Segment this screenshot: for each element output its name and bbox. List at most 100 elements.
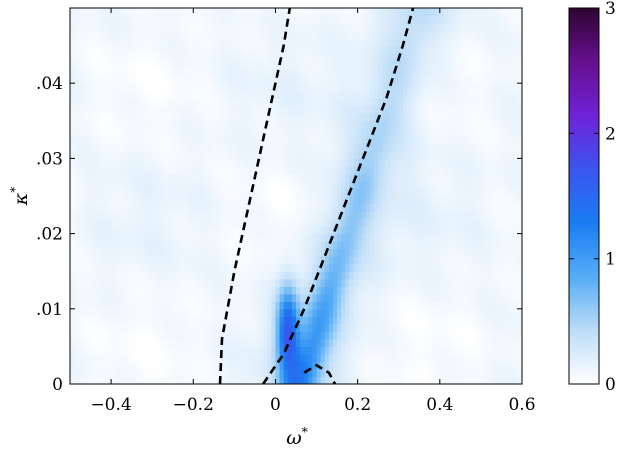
heatmap-cell — [406, 75, 412, 84]
heatmap-cell — [287, 128, 293, 137]
heatmap-cell — [106, 308, 112, 317]
heatmap-cell — [489, 233, 494, 242]
heatmap-cell — [70, 218, 75, 227]
heatmap-cell — [259, 60, 264, 69]
heatmap-cell — [234, 60, 240, 69]
heatmap-cell — [312, 308, 318, 317]
heatmap-cell — [312, 68, 318, 77]
heatmap-cell — [485, 338, 490, 347]
heatmap-cell — [148, 45, 153, 54]
heatmap-cell — [185, 211, 190, 220]
heatmap-cell — [271, 353, 277, 363]
heatmap-cell — [102, 346, 108, 355]
heatmap-cell — [332, 53, 338, 62]
heatmap-cell — [304, 263, 309, 272]
heatmap-cell — [250, 196, 256, 205]
heatmap-cell — [328, 180, 334, 190]
heatmap-cell — [180, 368, 186, 378]
heatmap-cell — [345, 233, 351, 242]
heatmap-cell — [345, 263, 351, 272]
heatmap-cell — [443, 308, 449, 317]
heatmap-cell — [230, 188, 235, 197]
heatmap-cell — [497, 211, 503, 220]
heatmap-cell — [164, 361, 170, 370]
heatmap-cell — [275, 75, 281, 84]
heatmap-cell — [168, 376, 174, 384]
heatmap-cell — [300, 346, 305, 355]
heatmap-cell — [164, 233, 170, 242]
heatmap-cell — [485, 293, 490, 302]
heatmap-cell — [176, 45, 182, 54]
heatmap-cell — [349, 75, 355, 84]
heatmap-cell — [452, 83, 457, 92]
heatmap-cell — [439, 376, 445, 384]
heatmap-cell — [119, 180, 125, 190]
heatmap-cell — [74, 150, 79, 159]
heatmap-cell — [374, 286, 379, 295]
heatmap-cell — [139, 353, 145, 363]
heatmap-cell — [106, 338, 112, 347]
heatmap-cell — [312, 143, 318, 152]
heatmap-cell — [509, 158, 515, 167]
heatmap-cell — [271, 278, 277, 287]
heatmap-cell — [472, 90, 478, 99]
heatmap-cell — [279, 248, 285, 257]
heatmap-cell — [468, 226, 474, 235]
heatmap-cell — [423, 98, 429, 107]
heatmap-cell — [291, 308, 297, 317]
heatmap-cell — [480, 368, 486, 378]
heatmap-cell — [349, 203, 355, 212]
heatmap-cell — [296, 293, 301, 302]
heatmap-cell — [152, 68, 157, 77]
heatmap-cell — [152, 368, 157, 378]
heatmap-cell — [501, 353, 507, 363]
heatmap-cell — [452, 143, 457, 152]
heatmap-cell — [111, 113, 116, 122]
heatmap-cell — [185, 203, 190, 212]
heatmap-cell — [402, 90, 408, 99]
heatmap-cell — [485, 98, 490, 107]
heatmap-cell — [464, 256, 470, 265]
heatmap-cell — [300, 135, 305, 144]
heatmap-cell — [300, 226, 305, 235]
heatmap-cell — [180, 316, 186, 325]
heatmap-cell — [197, 331, 203, 340]
heatmap-cell — [119, 233, 125, 242]
heatmap-cell — [406, 218, 412, 227]
heatmap-cell — [456, 361, 461, 370]
heatmap-cell — [111, 353, 116, 363]
heatmap-cell — [345, 308, 351, 317]
heatmap-cell — [382, 83, 387, 92]
heatmap-cell — [185, 53, 190, 62]
heatmap-cell — [172, 211, 178, 220]
heatmap-cell — [197, 188, 203, 197]
heatmap-cell — [369, 376, 375, 384]
heatmap-cell — [111, 256, 116, 265]
heatmap-cell — [353, 68, 359, 77]
heatmap-cell — [123, 278, 129, 287]
heatmap-cell — [160, 83, 166, 92]
heatmap-cell — [345, 286, 351, 295]
heatmap-cell — [127, 376, 133, 384]
heatmap-cell — [234, 165, 240, 175]
heatmap-cell — [419, 316, 424, 325]
heatmap-cell — [361, 233, 367, 242]
heatmap-cell — [419, 45, 424, 54]
heatmap-cell — [423, 286, 429, 295]
heatmap-cell — [374, 68, 379, 77]
heatmap-cell — [497, 361, 503, 370]
heatmap-cell — [275, 188, 281, 197]
heatmap-cell — [312, 45, 318, 54]
heatmap-cell — [250, 331, 256, 340]
heatmap-cell — [493, 293, 498, 302]
heatmap-cell — [501, 128, 507, 137]
heatmap-cell — [398, 211, 404, 220]
heatmap-cell — [448, 263, 453, 272]
heatmap-cell — [238, 53, 244, 62]
heatmap-cell — [94, 256, 100, 265]
heatmap-cell — [78, 323, 83, 332]
heatmap-cell — [337, 128, 342, 137]
heatmap-cell — [427, 90, 433, 99]
heatmap-cell — [300, 105, 305, 114]
heatmap-cell — [349, 256, 355, 265]
